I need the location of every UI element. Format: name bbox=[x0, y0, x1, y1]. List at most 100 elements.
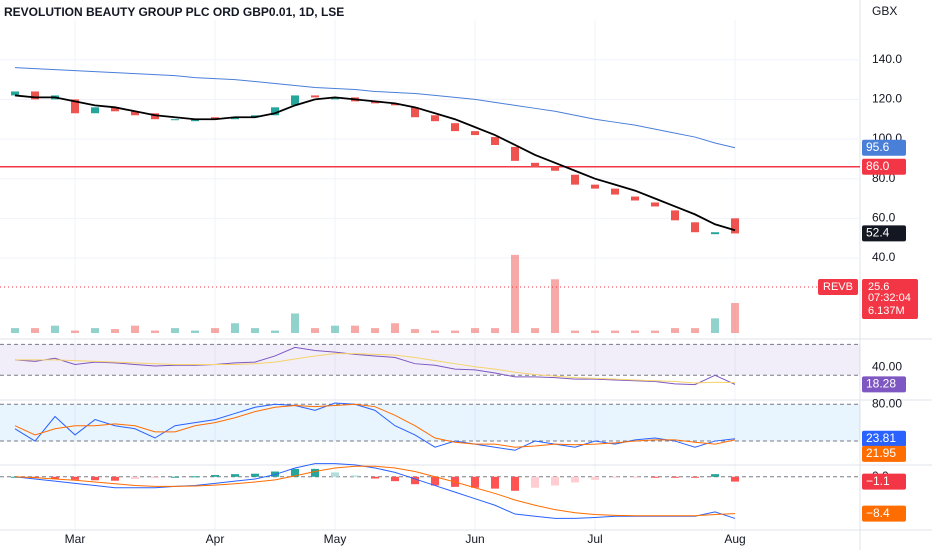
volume-bar bbox=[711, 318, 719, 333]
volume-bar bbox=[631, 330, 639, 333]
candle bbox=[231, 117, 239, 120]
volume-bar bbox=[391, 323, 399, 333]
histogram-bar bbox=[51, 476, 59, 479]
histogram-bar bbox=[631, 476, 639, 478]
volume-bar bbox=[511, 254, 519, 333]
countdown: 07:32:04 bbox=[868, 292, 911, 304]
volume-bar bbox=[31, 328, 39, 333]
volume-bar bbox=[311, 328, 319, 333]
histogram-bar bbox=[711, 474, 719, 477]
histogram-bar bbox=[251, 473, 259, 477]
x-tick-label: Jun bbox=[465, 532, 484, 546]
histogram-bar bbox=[431, 476, 439, 486]
volume-bar bbox=[411, 329, 419, 333]
volume-bar bbox=[211, 328, 219, 333]
x-tick-label: Apr bbox=[206, 532, 225, 546]
volume-bar bbox=[151, 330, 159, 333]
y-tick-label: 40.0 bbox=[872, 250, 896, 264]
y-tick-label: 80.00 bbox=[872, 396, 902, 410]
histogram-bar bbox=[411, 476, 419, 485]
indicator-line bbox=[15, 353, 736, 384]
candle bbox=[291, 95, 299, 106]
y-tick-label: 120.0 bbox=[872, 92, 902, 106]
candle bbox=[591, 184, 599, 189]
candle bbox=[511, 146, 519, 161]
candle bbox=[711, 232, 719, 235]
candle bbox=[691, 222, 699, 233]
volume-bar bbox=[691, 328, 699, 333]
candle bbox=[531, 162, 539, 167]
histogram-bar bbox=[351, 475, 359, 477]
candle bbox=[171, 119, 179, 121]
candle bbox=[411, 107, 419, 118]
indicator-line bbox=[14, 346, 736, 386]
histogram-bar bbox=[331, 472, 339, 477]
histogram-bar bbox=[731, 476, 739, 482]
histogram-bar bbox=[691, 476, 699, 478]
currency: GBX bbox=[872, 4, 897, 18]
level-band bbox=[0, 404, 860, 442]
candle bbox=[71, 99, 79, 114]
candle bbox=[631, 196, 639, 201]
candle bbox=[671, 210, 679, 221]
y-tick-label: 40.00 bbox=[872, 360, 902, 374]
volume-bar bbox=[431, 330, 439, 333]
volume-bar bbox=[591, 330, 599, 333]
histogram-bar bbox=[371, 476, 379, 479]
rsi-last-label: 18.28 bbox=[866, 377, 896, 391]
stoch-d-label: 21.95 bbox=[866, 446, 896, 460]
volume-bar bbox=[351, 325, 359, 333]
histogram-last-label-bg bbox=[862, 473, 906, 490]
y-tick-label: 60.0 bbox=[872, 211, 896, 225]
volume-bar bbox=[251, 328, 259, 333]
stoch-k-label-bg bbox=[862, 430, 906, 447]
x-tick-label: May bbox=[324, 532, 347, 546]
candle bbox=[551, 166, 559, 171]
close-last-label: 52.4 bbox=[866, 226, 890, 240]
candle bbox=[271, 107, 279, 116]
histogram-bar bbox=[611, 476, 619, 478]
volume-last-label: 6.137M bbox=[868, 305, 905, 317]
level-label-bg bbox=[862, 158, 906, 175]
volume-bar bbox=[731, 303, 739, 333]
x-tick-label: Aug bbox=[724, 532, 745, 546]
histogram-bar bbox=[491, 476, 499, 489]
candle bbox=[311, 95, 319, 98]
tag-bg bbox=[818, 279, 858, 295]
x-tick-label: Mar bbox=[65, 532, 86, 546]
volume-bar bbox=[271, 330, 279, 333]
volume-bar bbox=[71, 330, 79, 333]
volume-bar bbox=[291, 313, 299, 333]
volume-bar bbox=[331, 325, 339, 333]
symbol-name: REVB bbox=[823, 281, 853, 293]
moving-average bbox=[14, 67, 736, 149]
candle bbox=[491, 137, 499, 145]
indicator-line bbox=[14, 463, 736, 519]
tag-box bbox=[862, 279, 918, 319]
histogram-bar bbox=[591, 476, 599, 480]
histogram-bar bbox=[571, 476, 579, 483]
volume-bar bbox=[11, 328, 19, 333]
histogram-bar bbox=[651, 476, 659, 478]
histogram-bar bbox=[531, 476, 539, 488]
histogram-bar bbox=[131, 476, 139, 479]
candle bbox=[211, 117, 219, 120]
histogram-bar bbox=[471, 476, 479, 488]
volume-bar bbox=[51, 325, 59, 333]
histogram-bar bbox=[211, 475, 219, 477]
candle bbox=[391, 103, 399, 106]
stoch-d-label-bg bbox=[862, 445, 906, 462]
histogram-bar bbox=[391, 476, 399, 482]
candle bbox=[111, 107, 119, 112]
volume-bar bbox=[371, 328, 379, 333]
histogram-bar bbox=[231, 474, 239, 477]
candle bbox=[131, 111, 139, 116]
indicator-line bbox=[14, 465, 736, 517]
ma-last-label: 95.6 bbox=[866, 140, 890, 154]
candle bbox=[731, 218, 739, 234]
volume-bar bbox=[611, 330, 619, 333]
histogram-bar bbox=[91, 476, 99, 481]
volume-bar bbox=[471, 328, 479, 333]
